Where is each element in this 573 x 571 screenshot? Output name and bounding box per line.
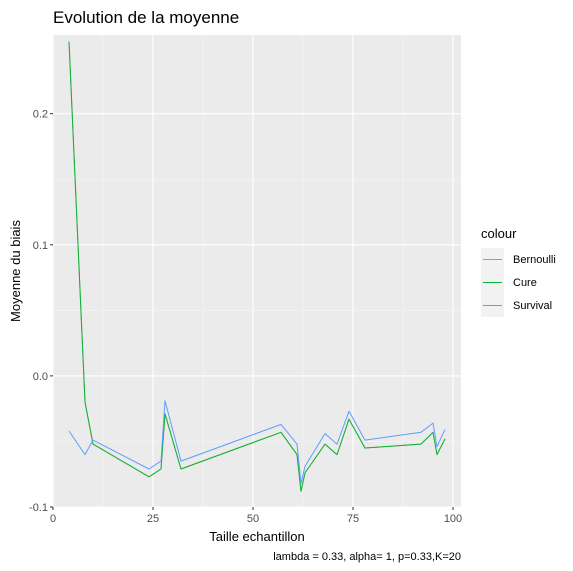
x-axis-title: Taille echantillon bbox=[209, 529, 304, 544]
x-tick-label: 100 bbox=[444, 513, 462, 525]
chart-caption: lambda = 0.33, alpha= 1, p=0.33,K=20 bbox=[273, 551, 461, 563]
legend: Bernoulli Cure Survival bbox=[481, 248, 556, 317]
series-line-cure bbox=[68, 41, 446, 492]
y-tick-label: 0.0 bbox=[33, 371, 48, 383]
y-tick-label: 0.2 bbox=[33, 109, 48, 121]
y-tick-label: 0.1 bbox=[33, 240, 48, 252]
legend-label-bernoulli: Bernoulli bbox=[513, 254, 556, 266]
series-line-survival bbox=[68, 400, 446, 484]
x-tick-label: 25 bbox=[147, 513, 159, 525]
plot-panel bbox=[53, 35, 461, 507]
axis-ticks: 0 25 50 75 100 -0.1 0.0 0.1 0.2 bbox=[29, 109, 462, 525]
x-tick-label: 0 bbox=[50, 513, 56, 525]
legend-label-cure: Cure bbox=[513, 277, 537, 289]
grid-major bbox=[52, 35, 461, 508]
series-lines bbox=[68, 41, 446, 492]
x-tick-label: 75 bbox=[347, 513, 359, 525]
legend-title: colour bbox=[481, 226, 517, 241]
y-axis-title: Moyenne du biais bbox=[8, 220, 23, 322]
x-tick-label: 50 bbox=[247, 513, 259, 525]
legend-label-survival: Survival bbox=[513, 300, 552, 312]
chart-title: Evolution de la moyenne bbox=[53, 8, 239, 27]
y-tick-label: -0.1 bbox=[29, 502, 48, 514]
